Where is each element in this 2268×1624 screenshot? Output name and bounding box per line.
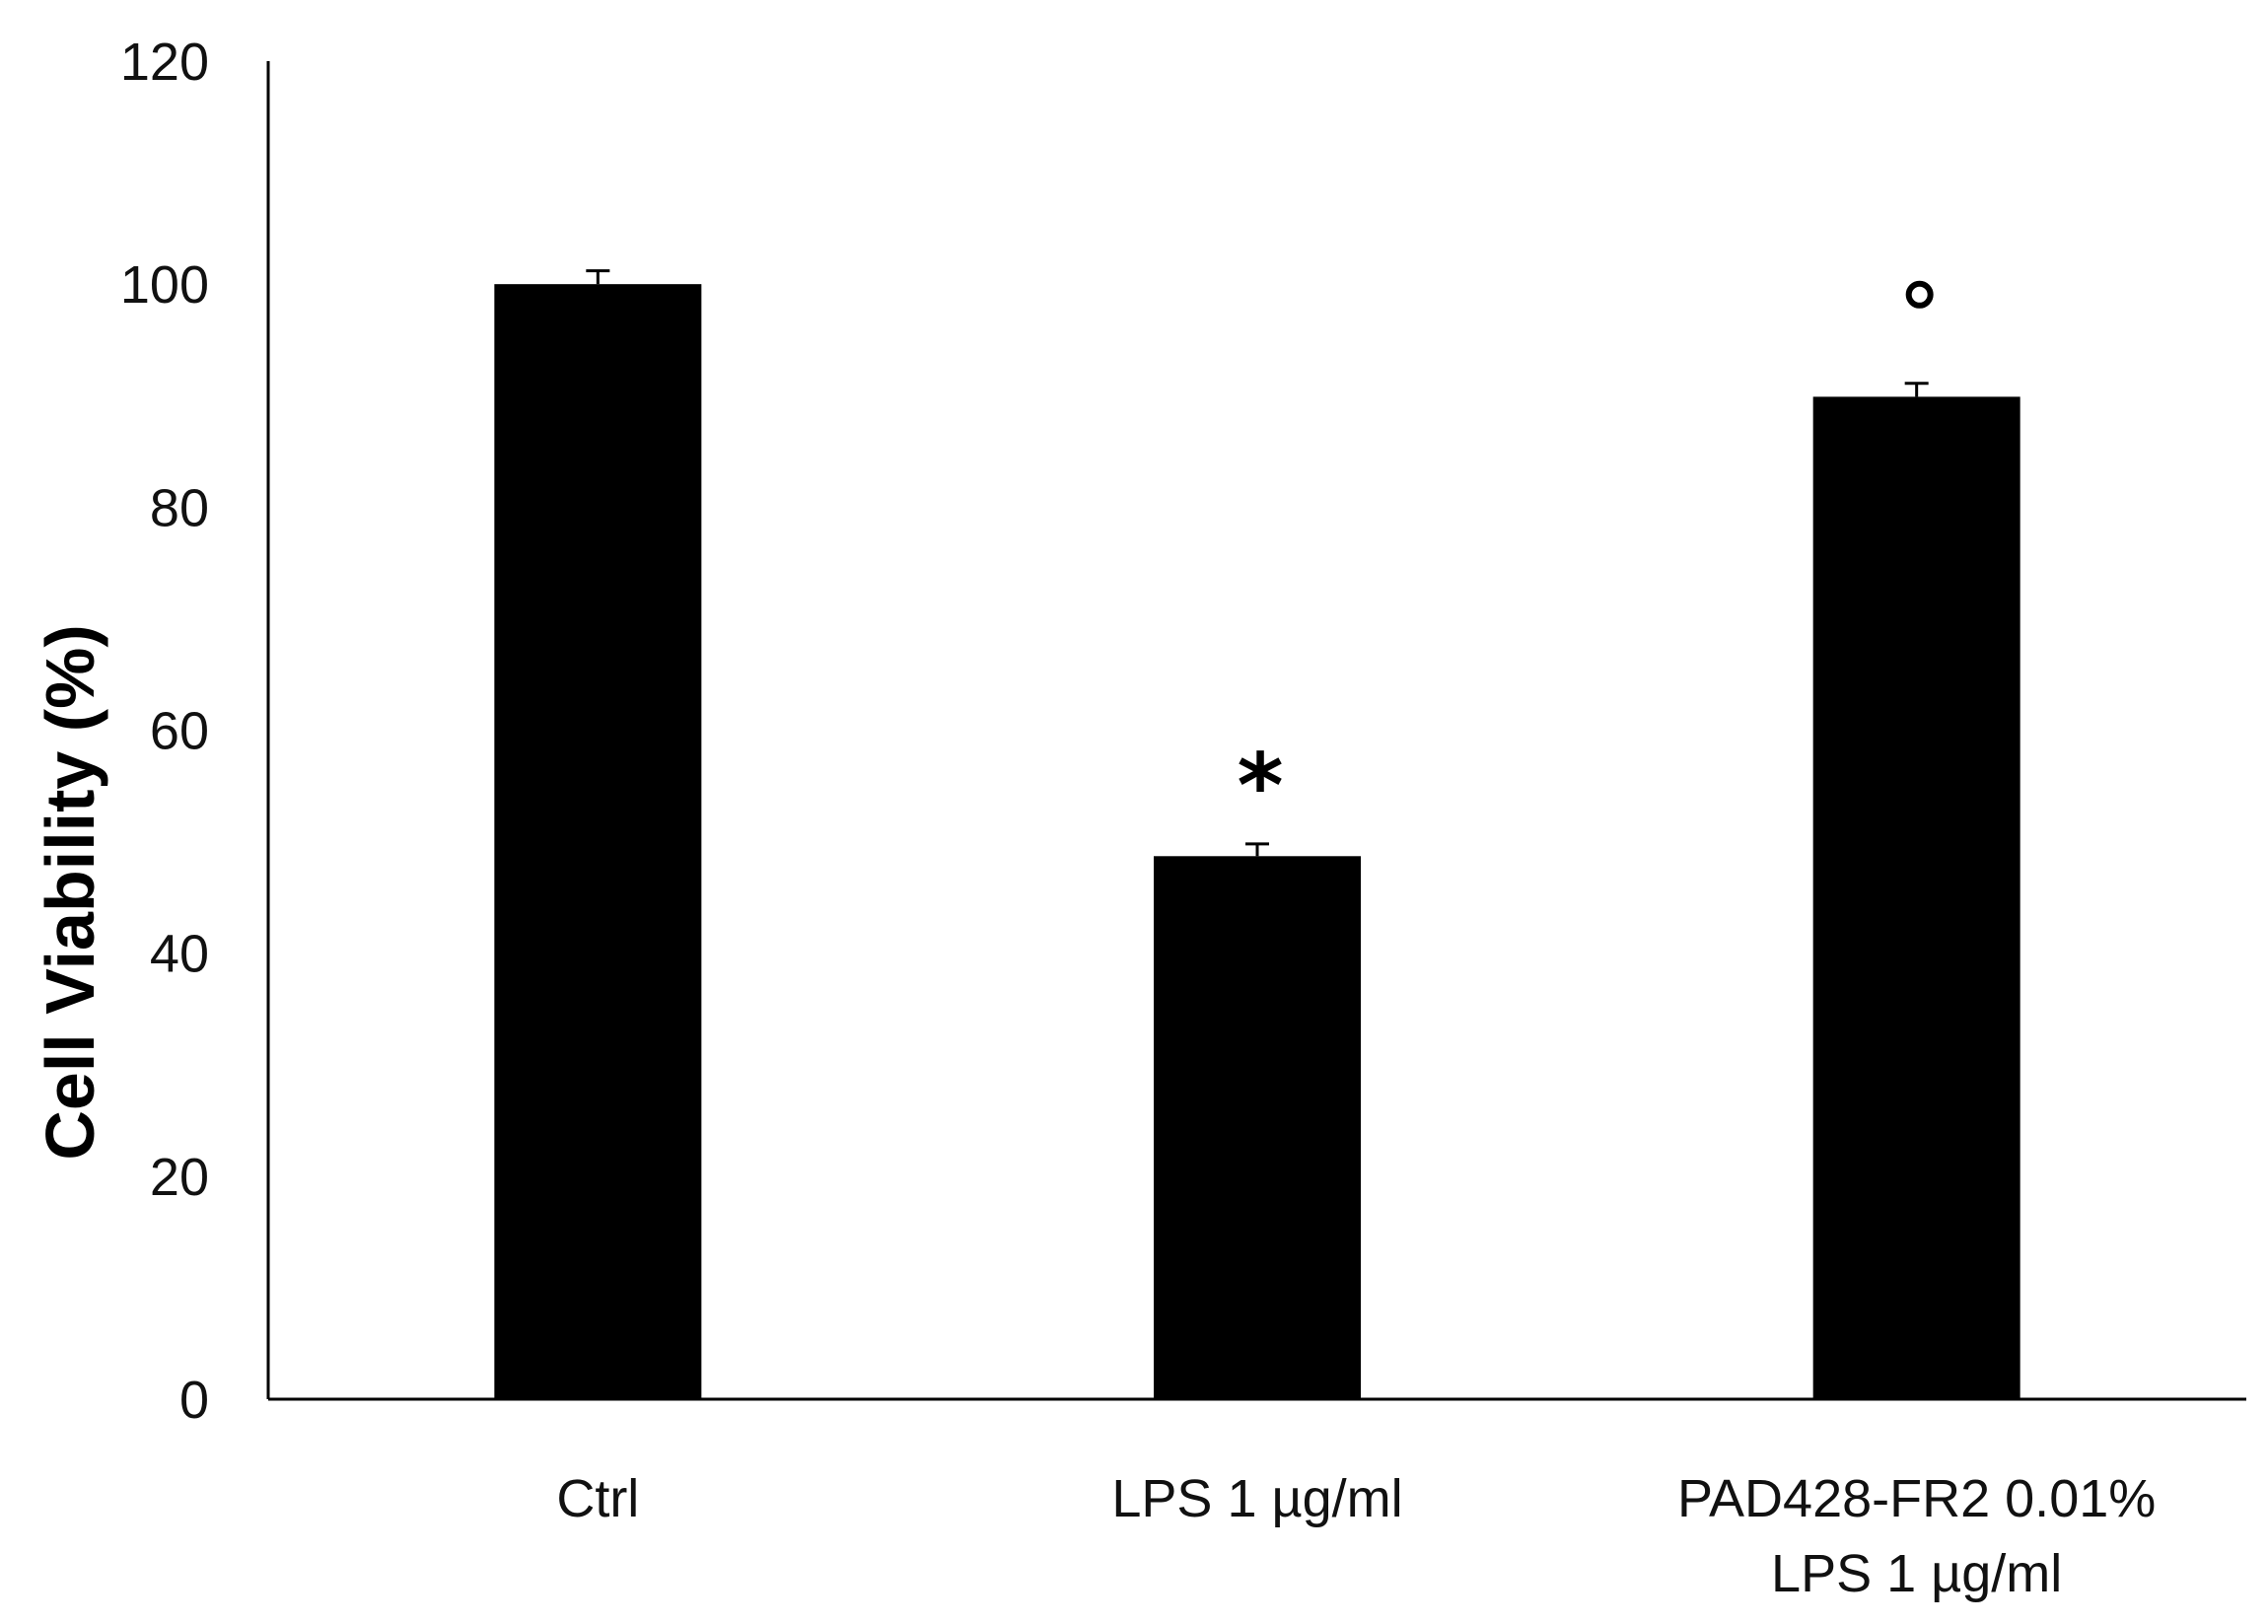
x-axis-category-labels: Ctrl LPS 1 µg/ml PAD428-FR2 0.01% LPS 1 µg/… — [556, 1469, 2156, 1603]
error-bars — [586, 269, 1929, 857]
x-category-label: Ctrl — [556, 1469, 639, 1528]
y-tick-label: 100 — [120, 255, 209, 315]
x-category-label-line: LPS 1 µg/ml — [1771, 1544, 2062, 1603]
y-tick-label: 60 — [150, 702, 209, 761]
y-tick-label: 20 — [150, 1148, 209, 1207]
x-category-label: LPS 1 µg/ml — [1111, 1469, 1402, 1528]
y-tick-label: 0 — [179, 1371, 209, 1430]
error-bar — [1245, 842, 1269, 857]
bar — [1812, 396, 2020, 1399]
x-category-label-line: LPS 1 µg/ml — [1111, 1469, 1402, 1528]
bar — [494, 284, 702, 1400]
error-bar — [586, 269, 610, 285]
significance-degree-marker — [1905, 280, 1934, 309]
y-tick-label: 40 — [150, 925, 209, 984]
y-tick-label: 120 — [120, 33, 209, 92]
x-category-label-line: PAD428-FR2 0.01% — [1677, 1469, 2156, 1528]
y-axis-title: Cell Viability (%) — [32, 624, 108, 1160]
error-bar — [1904, 382, 1929, 397]
y-axis-ticks: 0 20 40 60 80 100 120 — [120, 33, 209, 1430]
bar — [1154, 856, 1361, 1399]
x-category-label: PAD428-FR2 0.01% LPS 1 µg/ml — [1677, 1469, 2156, 1603]
bars — [494, 284, 2020, 1400]
significance-markers: * — [1237, 280, 1934, 838]
x-category-label-line: Ctrl — [556, 1469, 639, 1528]
y-tick-label: 80 — [150, 478, 209, 537]
significance-asterisk: * — [1237, 735, 1283, 838]
